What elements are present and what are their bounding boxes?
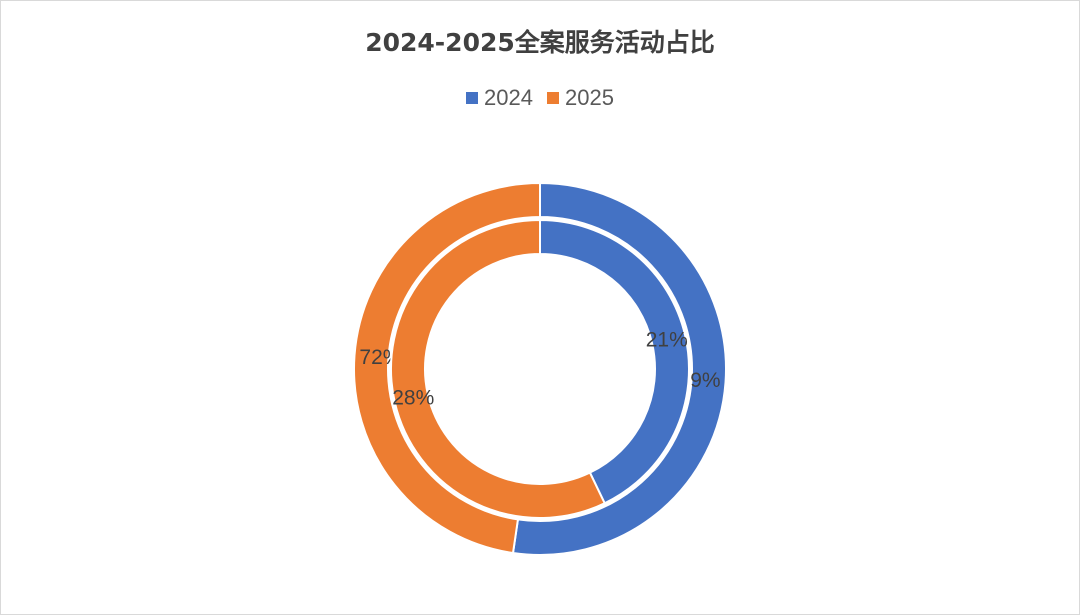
data-label-inner-2024: 21%: [646, 329, 688, 352]
legend-swatch-2025: [547, 92, 559, 104]
legend-label-2024: 2024: [484, 85, 533, 110]
slice-inner-2024: [539, 218, 690, 505]
slice-outer-2024: [511, 181, 727, 556]
legend-label-2025: 2025: [565, 85, 614, 110]
legend: 2024 2025: [1, 85, 1079, 111]
slice-outer-2025: [353, 181, 541, 555]
legend-item-2025: 2025: [547, 85, 614, 111]
slice-inner-2025: [390, 218, 606, 519]
legend-swatch-2024: [466, 92, 479, 104]
data-label-inner-2025: 28%: [392, 386, 434, 409]
chart-title: 2024-2025全案服务活动占比: [365, 28, 715, 57]
legend-item-2024: 2024: [466, 85, 533, 111]
